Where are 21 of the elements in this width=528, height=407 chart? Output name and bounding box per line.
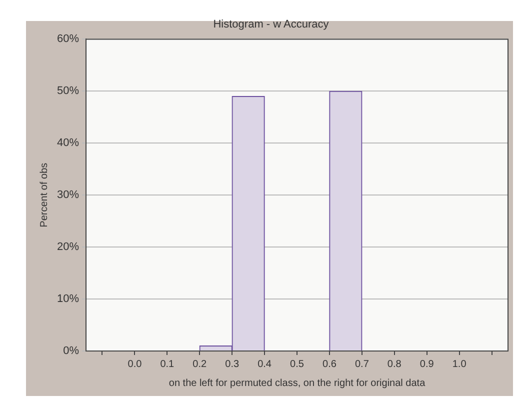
x-tick-label: 0.3 [225,358,240,370]
x-tick-label: 1.0 [452,358,467,370]
x-tick-label: 0.9 [420,358,434,370]
y-tick-label: 50% [56,85,80,98]
y-tick-label: 10% [56,293,80,306]
x-tick-label: 0.1 [160,358,175,370]
x-tick-label: 0.5 [290,358,304,370]
x-tick-label: 0.2 [192,358,208,370]
y-tick-label: 60% [56,33,80,46]
y-tick-label: 0% [63,345,80,358]
y-tick-label: 30% [56,189,80,202]
y-tick-label: 40% [56,137,80,150]
x-axis-title: on the left for permuted class, on the right for original data [168,378,426,389]
chart-title: Histogram - w Accuracy [213,18,330,31]
y-axis-title: Percent of obs [38,162,50,228]
x-tick-label: 0.8 [387,358,402,370]
x-tick-label: 0.7 [354,358,370,370]
x-tick-label: 0.4 [258,358,272,370]
x-tick-label: 0.6 [322,358,337,370]
y-tick-label: 20% [56,241,80,254]
x-tick-label: 0.0 [128,358,142,370]
